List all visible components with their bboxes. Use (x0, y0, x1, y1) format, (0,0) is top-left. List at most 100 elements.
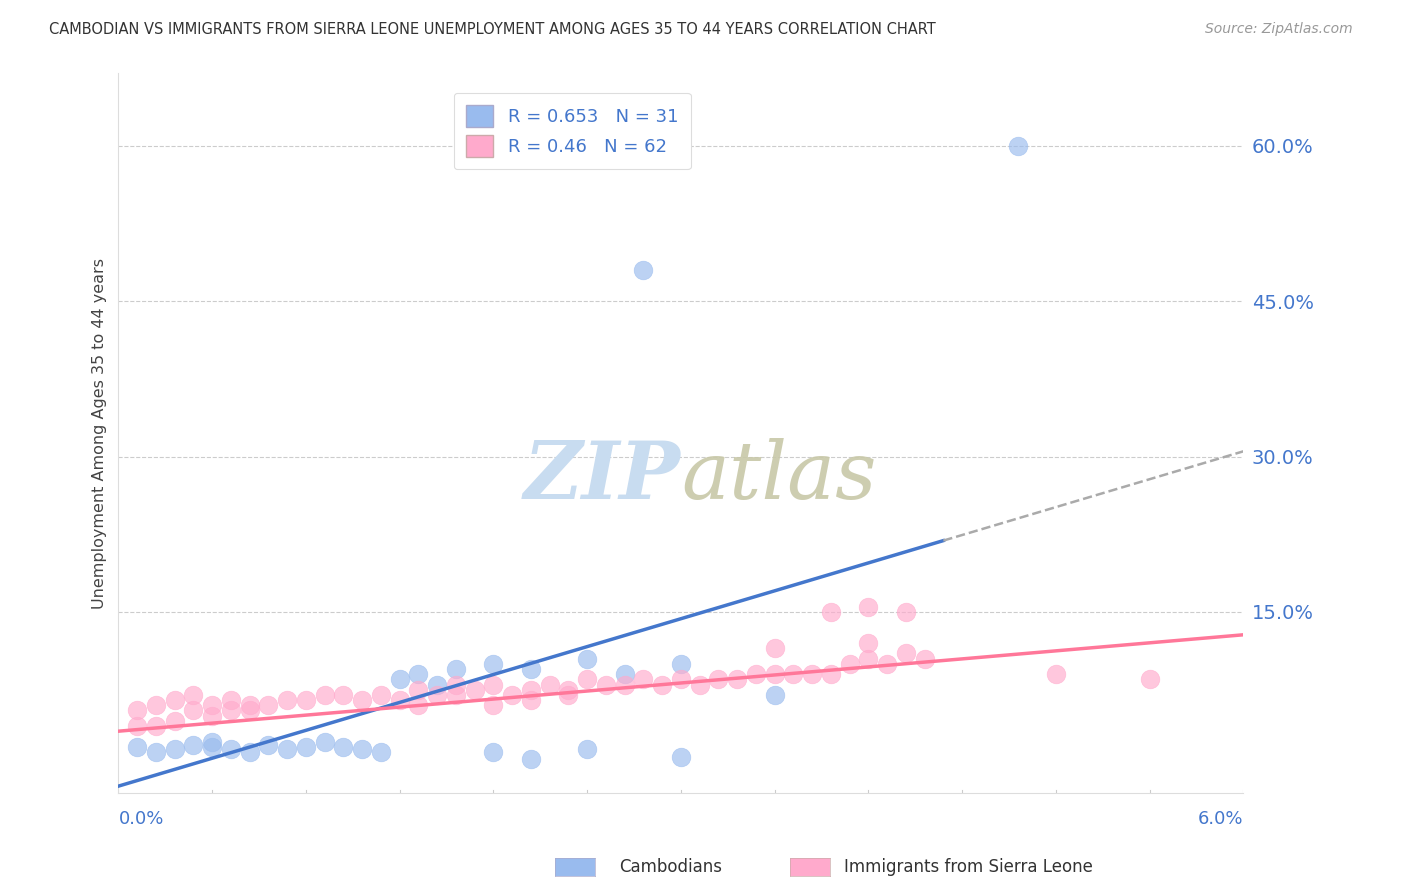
Point (1045, 667, 1067, 681)
Point (408, 682, 430, 697)
Point (820, 605, 842, 619)
Point (145, 698, 167, 713)
Point (557, 682, 579, 697)
Point (257, 698, 280, 713)
Point (669, 657, 692, 671)
Point (183, 738, 205, 752)
Point (914, 651, 936, 665)
Text: 0.0%: 0.0% (118, 810, 165, 828)
Point (444, 688, 467, 702)
Point (763, 667, 786, 681)
Point (520, 693, 543, 707)
Point (651, 677, 673, 691)
Point (145, 745, 167, 759)
Point (669, 750, 692, 764)
Point (613, 677, 636, 691)
Point (163, 693, 186, 707)
Point (858, 651, 880, 665)
Point (464, 682, 486, 697)
Point (239, 745, 262, 759)
Point (201, 734, 224, 748)
Point (201, 739, 224, 754)
Point (595, 677, 617, 691)
Text: ZIP: ZIP (524, 438, 681, 516)
Point (145, 719, 167, 733)
Point (482, 677, 505, 691)
Text: 6.0%: 6.0% (1198, 810, 1243, 828)
Point (219, 693, 242, 707)
Point (838, 657, 860, 671)
Point (219, 703, 242, 717)
Point (444, 677, 467, 691)
Text: Cambodians: Cambodians (619, 858, 721, 876)
Point (276, 741, 298, 756)
Point (163, 714, 186, 728)
Text: Source: ZipAtlas.com: Source: ZipAtlas.com (1205, 22, 1353, 37)
Point (444, 662, 467, 676)
Point (501, 688, 523, 702)
Point (576, 651, 599, 665)
Point (295, 693, 318, 707)
Y-axis label: Unemployment Among Ages 35 to 44 years: Unemployment Among Ages 35 to 44 years (93, 258, 107, 608)
Point (482, 745, 505, 759)
Point (183, 688, 205, 702)
Point (408, 698, 430, 713)
Point (276, 693, 298, 707)
Point (388, 673, 411, 687)
Point (183, 703, 205, 717)
Point (127, 719, 149, 733)
Point (520, 682, 543, 697)
Text: CAMBODIAN VS IMMIGRANTS FROM SIERRA LEONE UNEMPLOYMENT AMONG AGES 35 TO 44 YEARS: CAMBODIAN VS IMMIGRANTS FROM SIERRA LEON… (49, 22, 936, 37)
Point (295, 739, 318, 754)
Point (858, 599, 880, 614)
Text: Immigrants from Sierra Leone: Immigrants from Sierra Leone (844, 858, 1092, 876)
Point (669, 673, 692, 687)
Point (314, 734, 336, 748)
Point (1007, 138, 1029, 153)
Point (201, 708, 224, 723)
Point (576, 741, 599, 756)
Point (894, 605, 917, 619)
Point (127, 739, 149, 754)
Point (257, 738, 280, 752)
Point (332, 739, 354, 754)
Point (633, 263, 655, 277)
Point (127, 703, 149, 717)
Point (763, 641, 786, 656)
Point (538, 677, 561, 691)
Legend: R = 0.653   N = 31, R = 0.46   N = 62: R = 0.653 N = 31, R = 0.46 N = 62 (454, 93, 690, 169)
Point (858, 636, 880, 650)
Point (426, 677, 449, 691)
Point (557, 688, 579, 702)
Point (520, 662, 543, 676)
Point (763, 688, 786, 702)
Point (201, 698, 224, 713)
Point (352, 693, 374, 707)
Point (408, 667, 430, 681)
Point (370, 688, 392, 702)
Point (482, 657, 505, 671)
Point (239, 703, 262, 717)
Point (745, 667, 768, 681)
Point (163, 741, 186, 756)
Point (520, 752, 543, 766)
Point (426, 688, 449, 702)
Point (370, 745, 392, 759)
Point (725, 673, 748, 687)
Text: atlas: atlas (681, 438, 876, 516)
Point (707, 673, 730, 687)
Point (613, 667, 636, 681)
Point (801, 667, 824, 681)
Point (576, 673, 599, 687)
Point (239, 698, 262, 713)
Point (388, 693, 411, 707)
Point (894, 647, 917, 661)
Point (352, 741, 374, 756)
Point (332, 688, 354, 702)
Point (1139, 673, 1161, 687)
Point (482, 698, 505, 713)
Point (689, 677, 711, 691)
Point (314, 688, 336, 702)
Point (820, 667, 842, 681)
Point (633, 673, 655, 687)
